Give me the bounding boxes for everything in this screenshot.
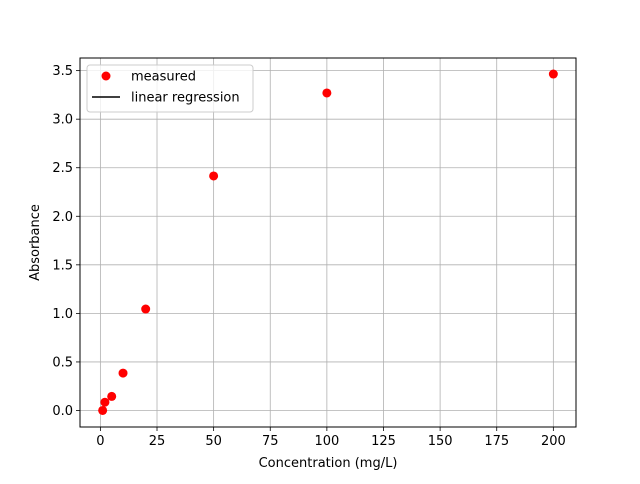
y-axis-label: Absorbance xyxy=(28,204,43,281)
data-point xyxy=(322,88,332,98)
x-tick-label: 0 xyxy=(96,434,104,449)
legend: measured linear regression xyxy=(86,64,254,113)
legend-label-linear-regression: linear regression xyxy=(131,91,240,106)
legend-label-measured: measured xyxy=(131,70,196,85)
y-tick-label: 1.5 xyxy=(52,258,73,273)
plot-area-frame xyxy=(79,57,577,428)
data-point xyxy=(118,368,128,378)
x-tick-label: 50 xyxy=(205,434,222,449)
data-point xyxy=(141,304,151,314)
data-point xyxy=(100,397,110,407)
x-tick-label: 175 xyxy=(484,434,509,449)
data-point xyxy=(548,69,558,79)
y-tick-label: 0.5 xyxy=(52,355,73,370)
x-tick-label: 100 xyxy=(314,434,339,449)
axis-ticks: 0 25 50 75 100 125 150 175 200 0.0 0.5 1.0 1.5 2.0 2.5… xyxy=(52,64,565,449)
y-tick-label: 3.5 xyxy=(52,64,73,79)
data-point xyxy=(98,405,108,415)
grid-lines xyxy=(80,58,576,427)
x-tick-label: 200 xyxy=(541,434,566,449)
x-tick-label: 75 xyxy=(262,434,279,449)
x-tick-label: 150 xyxy=(428,434,453,449)
x-tick-label: 125 xyxy=(371,434,396,449)
y-tick-label: 2.0 xyxy=(52,210,73,225)
y-tick-label: 0.0 xyxy=(52,404,73,419)
legend-marker-measured xyxy=(101,71,111,81)
y-tick-label: 1.0 xyxy=(52,307,73,322)
data-point xyxy=(107,391,117,401)
y-tick-label: 3.0 xyxy=(52,113,73,128)
y-tick-label: 2.5 xyxy=(52,161,73,176)
legend-box xyxy=(86,64,254,113)
data-series xyxy=(98,69,558,415)
x-tick-label: 25 xyxy=(149,434,166,449)
x-axis-label: Concentration (mg/L) xyxy=(259,456,398,471)
data-point xyxy=(209,171,219,181)
